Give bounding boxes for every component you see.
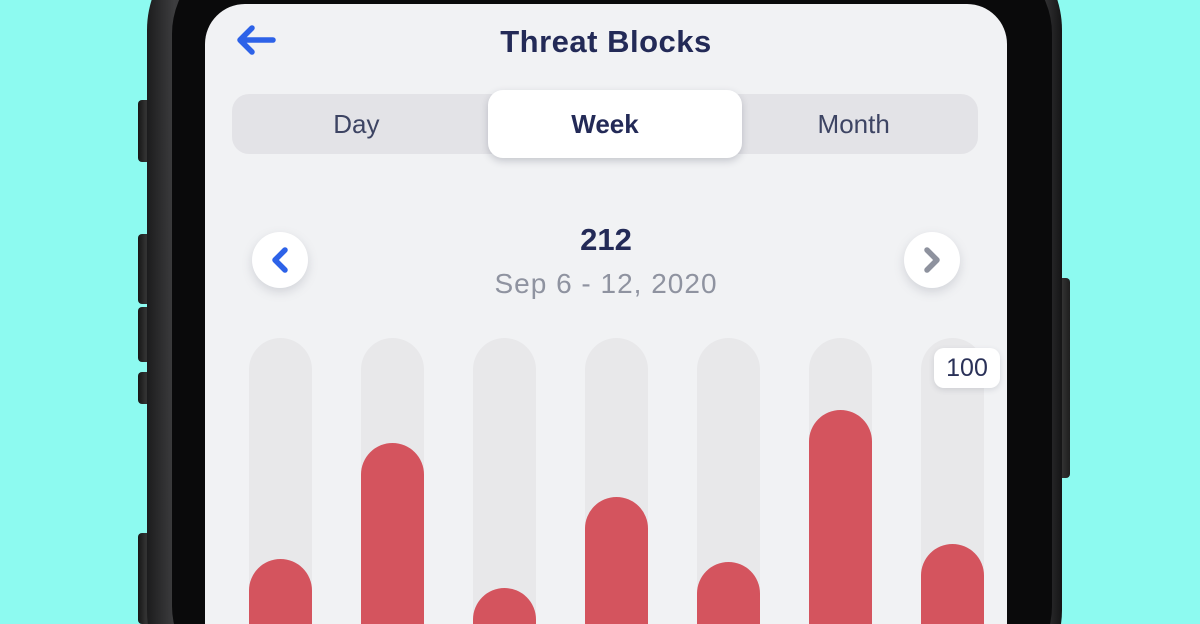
bar-fill xyxy=(584,497,648,624)
bar-fill xyxy=(808,410,872,624)
bar-fill xyxy=(248,558,312,624)
bar-track xyxy=(472,338,536,624)
app-screen: Threat Blocks Day Week Month 212 Sep 6 -… xyxy=(205,4,1007,624)
tab-week[interactable]: Week xyxy=(571,108,639,139)
page-title: Threat Blocks xyxy=(500,24,712,59)
period-segmented-control: Day Week Month xyxy=(232,90,978,158)
bar-column xyxy=(360,338,424,624)
bar-column xyxy=(472,338,536,624)
bar-column xyxy=(696,338,760,624)
back-button[interactable] xyxy=(229,18,281,62)
previous-week-button[interactable] xyxy=(252,232,308,288)
bar-column xyxy=(808,338,872,624)
y-axis-max-badge: 100 xyxy=(934,348,1000,388)
bar-fill xyxy=(920,544,984,624)
threat-blocks-bar-chart xyxy=(205,338,1007,624)
next-week-button[interactable] xyxy=(904,232,960,288)
chevron-left-icon xyxy=(272,247,288,273)
total-threats-count: 212 xyxy=(580,222,632,257)
chevron-right-icon xyxy=(924,247,940,273)
bar-fill xyxy=(696,562,760,624)
bar-column xyxy=(584,338,648,624)
selected-segment-pill xyxy=(487,90,742,158)
tab-day[interactable]: Day xyxy=(333,108,380,139)
bar-column xyxy=(248,338,312,624)
tab-month[interactable]: Month xyxy=(817,108,890,139)
date-range-label: Sep 6 - 12, 2020 xyxy=(494,268,718,299)
bar-fill xyxy=(360,442,424,624)
arrow-left-icon xyxy=(237,25,276,55)
